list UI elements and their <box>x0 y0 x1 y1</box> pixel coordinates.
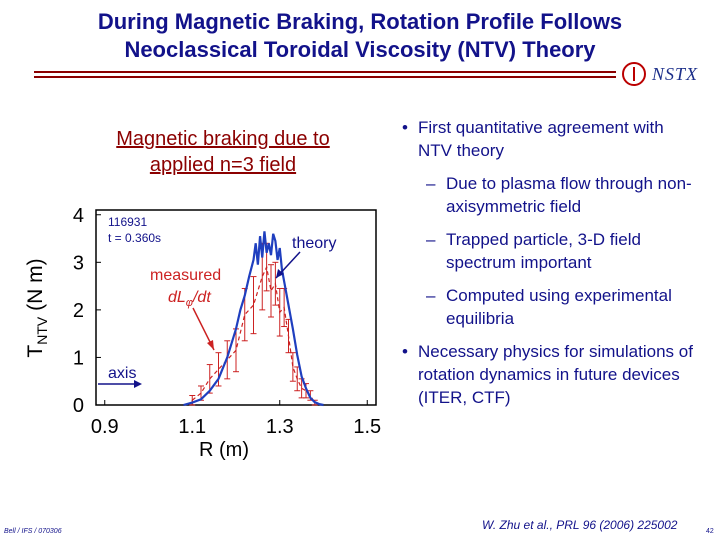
sub-bullet-text: Due to plasma flow through non-axisymmet… <box>446 174 692 216</box>
sub-bullet-marker: – <box>426 286 436 305</box>
y-axis-label-main: T <box>24 345 47 358</box>
bullet-text: First quantitative agreement with NTV th… <box>418 118 664 160</box>
y-tick-label: 0 <box>73 395 84 417</box>
bullet-text: Necessary physics for simulations of rot… <box>418 342 693 407</box>
sub-bullet-marker: – <box>426 230 436 249</box>
nstx-logo: NSTX <box>622 62 712 88</box>
page-number: 42 <box>706 528 714 535</box>
y-tick-label: 3 <box>73 252 84 274</box>
sub-bullet-text: Trapped particle, 3-D field spectrum imp… <box>446 230 641 272</box>
sub-bullet-marker: – <box>426 174 436 193</box>
measured-formula-sub: φ <box>186 297 193 309</box>
measured-formula-dl: dL <box>168 289 186 306</box>
footer-author-tag: Bell / IFS / 070306 <box>4 528 62 535</box>
title-underline-rule <box>34 71 616 73</box>
axis-arrowhead <box>134 380 142 388</box>
title-underline-rule-2 <box>34 76 616 78</box>
measured-formula-dt: /dt <box>192 289 211 306</box>
x-axis-label: R (m) <box>199 439 249 461</box>
axis-annotation: axis <box>108 365 136 382</box>
y-axis-label-sub: NTV <box>34 316 50 345</box>
x-tick-label: 0.9 <box>91 416 119 438</box>
sub-bullet-item: – Trapped particle, 3-D field spectrum i… <box>400 228 700 274</box>
measured-annotation: measured <box>150 267 221 284</box>
braking-callout: Magnetic braking due to applied n=3 fiel… <box>116 128 330 176</box>
nstx-logo-text: NSTX <box>652 64 699 84</box>
plot-frame <box>95 209 377 406</box>
footer-citation: W. Zhu et al., PRL 96 (2006) 225002 <box>482 518 678 532</box>
y-axis-label-unit: (N m) <box>24 258 47 316</box>
title-line-2: Neoclassical Toroidal Viscosity (NTV) Th… <box>124 37 596 62</box>
y-tick-label: 2 <box>73 300 84 322</box>
x-tick-label: 1.5 <box>353 416 381 438</box>
bullet-list: • First quantitative agreement with NTV … <box>400 116 700 419</box>
y-tick-label: 1 <box>73 347 84 369</box>
shot-time-label: t = 0.360s <box>108 231 161 245</box>
theory-annotation: theory <box>292 235 336 252</box>
bullet-marker: • <box>402 118 408 137</box>
bullet-item: • First quantitative agreement with NTV … <box>400 116 700 162</box>
sub-bullet-item: – Due to plasma flow through non-axisymm… <box>400 172 700 218</box>
ntv-torque-chart: 0 1 2 3 4 0.9 1.1 1.3 1.5 116931 t = 0.360s the… <box>24 205 381 461</box>
x-tick-label: 1.1 <box>178 416 206 438</box>
title-line-1: During Magnetic Braking, Rotation Profil… <box>97 9 623 34</box>
measured-arrowhead <box>207 340 214 350</box>
sub-bullet-item: – Computed using experimental equilibria <box>400 284 700 330</box>
x-tick-label: 1.3 <box>266 416 294 438</box>
shot-number-label: 116931 <box>108 215 147 229</box>
theory-arrowhead <box>276 269 284 278</box>
slide-title: During Magnetic Braking, Rotation Profil… <box>20 8 700 64</box>
nstx-logo-icon <box>622 62 646 86</box>
bullet-item: • Necessary physics for simulations of r… <box>400 340 700 409</box>
measured-series-line <box>191 265 316 403</box>
y-axis-label: TNTV (N m) <box>24 258 50 357</box>
measured-formula: dLφ/dt <box>168 289 211 309</box>
bullet-marker: • <box>402 342 408 361</box>
y-tick-label: 4 <box>73 205 84 227</box>
sub-bullet-text: Computed using experimental equilibria <box>446 286 672 328</box>
theory-series-line <box>183 231 324 407</box>
